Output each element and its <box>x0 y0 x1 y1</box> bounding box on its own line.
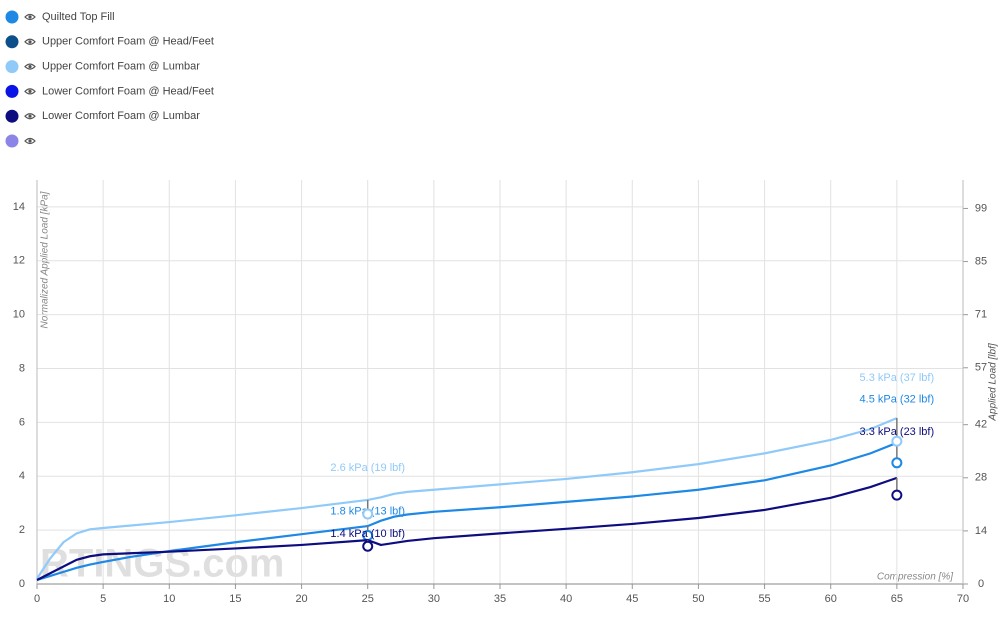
data-label: 1.4 kPa (10 lbf) <box>330 528 405 540</box>
y2-tick-label: 42 <box>975 419 987 431</box>
eye-outline <box>24 13 36 21</box>
legend-eye-icon[interactable] <box>24 38 36 45</box>
eye-pupil <box>28 65 32 69</box>
legend-swatch[interactable] <box>5 134 19 148</box>
y2-tick-label: 28 <box>975 472 987 484</box>
x-tick-label: 55 <box>758 593 770 605</box>
legend-label[interactable]: Lower Comfort Foam @ Lumbar <box>42 110 200 122</box>
x-tick-label: 50 <box>692 593 704 605</box>
legend-label[interactable]: Lower Comfort Foam @ Head/Feet <box>42 85 214 97</box>
x-tick-label: 10 <box>163 593 175 605</box>
x-tick-label: 45 <box>626 593 638 605</box>
x-tick-label: 25 <box>362 593 374 605</box>
legend-eye-icon[interactable] <box>24 13 36 21</box>
y-tick-label: 6 <box>19 416 25 428</box>
eye-outline <box>24 113 36 120</box>
x-tick-label: 5 <box>100 593 106 605</box>
eye-outline <box>24 63 36 70</box>
legend-eye-icon[interactable] <box>24 88 36 95</box>
x-tick-label: 70 <box>957 593 969 605</box>
data-label: 2.6 kPa (19 lbf) <box>330 462 405 474</box>
x-tick-label: 0 <box>34 593 40 605</box>
y-tick-label: 14 <box>13 201 25 213</box>
y2-tick-label: 14 <box>975 525 987 537</box>
y-tick-label: 12 <box>13 255 25 267</box>
legend-swatch[interactable] <box>5 10 19 24</box>
y-tick-label: 10 <box>13 309 25 321</box>
y2-tick-label: 99 <box>975 202 987 214</box>
x-tick-label: 35 <box>494 593 506 605</box>
data-label: 4.5 kPa (32 lbf) <box>860 394 935 406</box>
eye-pupil <box>28 15 32 19</box>
x-tick-label: 60 <box>825 593 837 605</box>
y-tick-label: 0 <box>19 578 25 590</box>
point-marker <box>362 540 374 552</box>
eye-pupil <box>28 40 32 44</box>
eye-outline <box>24 137 36 145</box>
eye-outline <box>24 88 36 95</box>
legend-eye-icon[interactable] <box>24 137 36 145</box>
point-marker <box>891 457 903 469</box>
legend-eye-icon[interactable] <box>24 113 36 120</box>
legend-swatch[interactable] <box>5 109 19 123</box>
point-marker <box>362 508 374 520</box>
series-line <box>36 476 898 581</box>
legend-eye-icon[interactable] <box>24 63 36 70</box>
legend-label[interactable]: Quilted Top Fill <box>42 11 115 23</box>
eye-pupil <box>28 89 32 93</box>
y-tick-label: 8 <box>19 362 25 374</box>
x-tick-label: 65 <box>891 593 903 605</box>
series-line <box>36 441 898 582</box>
eye-pupil <box>28 114 32 118</box>
x-tick-label: 40 <box>560 593 572 605</box>
x-axis-title: Compression [%] <box>877 572 953 583</box>
series-line <box>36 417 898 580</box>
y-axis-title: Normalized Applied Load [kPa] <box>40 191 51 328</box>
point-marker <box>891 489 903 501</box>
legend-swatch[interactable] <box>5 84 19 98</box>
y2-tick-label: 85 <box>975 255 987 267</box>
x-tick-label: 15 <box>229 593 241 605</box>
legend-swatch[interactable] <box>5 60 19 74</box>
y2-tick-label: 57 <box>975 362 987 374</box>
x-tick-label: 20 <box>295 593 307 605</box>
y-tick-label: 4 <box>19 470 25 482</box>
y-tick-label: 2 <box>19 524 25 536</box>
data-label: 3.3 kPa (23 lbf) <box>860 426 935 438</box>
eye-outline <box>24 38 36 45</box>
point-marker <box>891 435 903 447</box>
legend-label[interactable]: Upper Comfort Foam @ Head/Feet <box>42 36 214 48</box>
data-label: 5.3 kPa (37 lbf) <box>860 372 935 384</box>
y2-tick-label: 0 <box>978 578 984 590</box>
x-tick-label: 30 <box>428 593 440 605</box>
eye-pupil <box>28 139 32 143</box>
y2-tick-label: 71 <box>975 309 987 321</box>
y2-axis-title: Applied Load [lbf] <box>988 343 999 422</box>
legend-label[interactable]: Upper Comfort Foam @ Lumbar <box>42 61 200 73</box>
legend-swatch[interactable] <box>5 35 19 49</box>
